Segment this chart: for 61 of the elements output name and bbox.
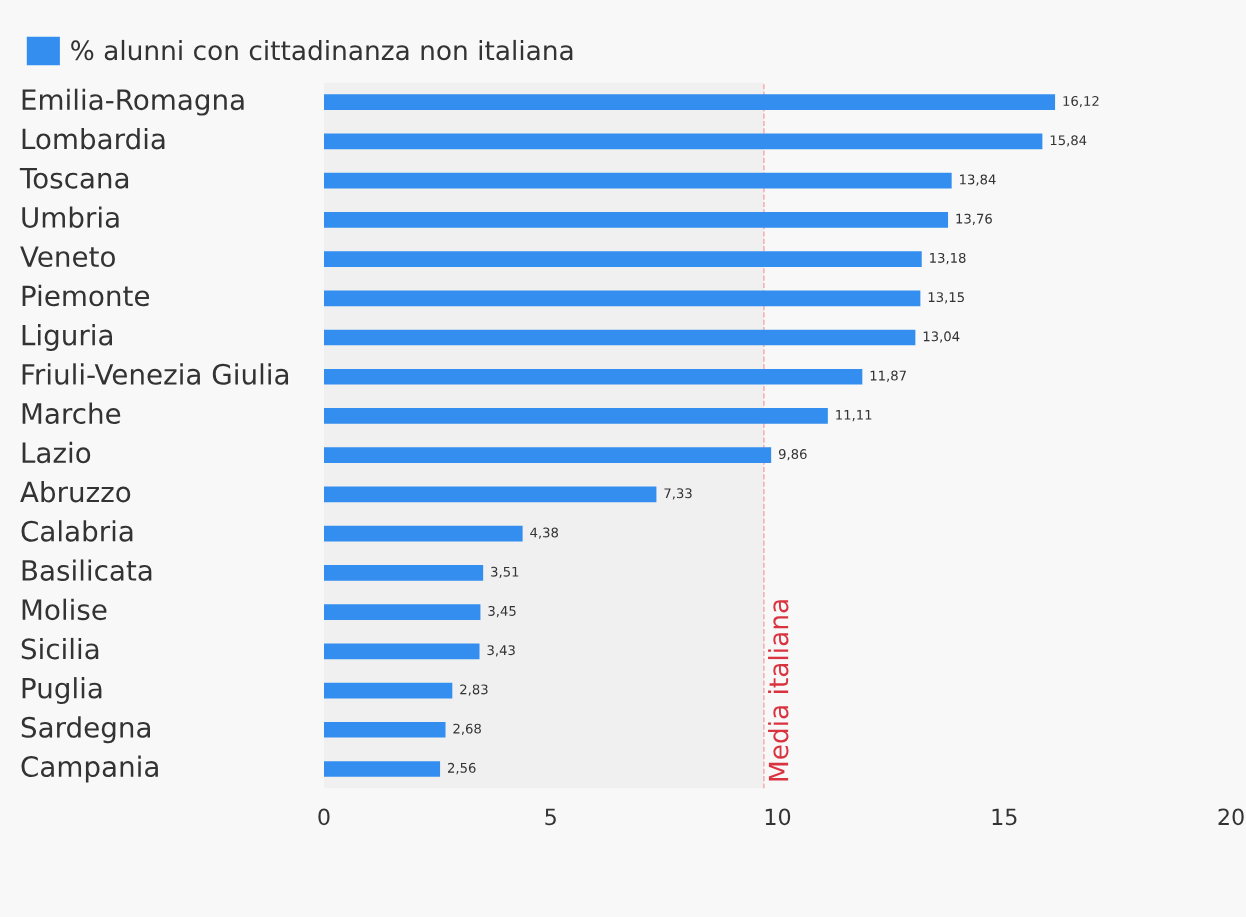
bar	[323, 721, 446, 738]
y-tick-label: Marche	[22, 402, 121, 425]
y-tick-label: Piemonte	[22, 284, 150, 307]
text: 2,68	[453, 723, 481, 735]
x-tick-label: 5	[545, 808, 556, 826]
bar	[323, 643, 480, 660]
y-tick-label: Liguria	[22, 324, 113, 351]
y-tick-label: Lazio	[22, 441, 91, 464]
text: 13,84	[960, 174, 996, 186]
bar	[323, 94, 1056, 110]
y-tick-label: Sardegna	[21, 716, 150, 744]
y-tick-label: Puglia	[22, 677, 102, 704]
bar	[323, 133, 1043, 150]
text: 11,87	[870, 370, 906, 382]
ref-line-label: Media italiana	[768, 600, 789, 781]
bar	[323, 447, 772, 464]
text: 3,43	[487, 645, 515, 657]
text: 15,84	[1050, 135, 1087, 147]
text: 13,18	[930, 252, 966, 265]
bar	[323, 682, 453, 699]
text: 16,12	[1063, 95, 1099, 108]
y-tick-label: Friuli-Venezia Giulia	[22, 363, 289, 385]
bar	[323, 565, 484, 581]
y-tick-label: Emilia-Romagna	[22, 88, 244, 116]
y-tick-label: Veneto	[20, 246, 115, 268]
text: 13,15	[928, 292, 964, 304]
bar	[323, 329, 916, 346]
text: 11,11	[836, 409, 872, 422]
bar	[323, 172, 952, 189]
text: 2,56	[447, 762, 476, 775]
y-tick-label: Lombardia	[22, 127, 165, 150]
text: 3,51	[491, 566, 519, 579]
bar	[323, 761, 441, 777]
x-tick-label: 15	[992, 808, 1017, 826]
bar	[323, 525, 523, 542]
text: 4,38	[530, 527, 559, 539]
y-tick-label: Campania	[21, 755, 158, 783]
y-tick-label: Sicilia	[21, 637, 99, 660]
y-tick-label: Basilicata	[22, 559, 152, 581]
x-tick-label: 0	[318, 808, 330, 826]
legend-label: % alunni con cittadinanza non italiana	[71, 39, 573, 61]
y-tick-label: Toscana	[19, 168, 129, 189]
y-tick-label: Calabria	[21, 520, 133, 542]
y-tick-label: Molise	[22, 598, 107, 621]
text: 13,76	[956, 213, 992, 225]
text: 2,83	[460, 684, 488, 696]
text: 3,45	[488, 605, 516, 618]
x-tick-label: 10	[765, 808, 791, 826]
text: 13,04	[923, 331, 960, 343]
y-tick-label: Abruzzo	[20, 480, 131, 503]
bar	[323, 408, 828, 424]
x-tick-label: 20	[1218, 808, 1244, 826]
bar	[323, 251, 922, 267]
bar	[323, 211, 949, 228]
bar	[323, 486, 657, 503]
bar	[323, 368, 863, 385]
bar	[323, 604, 481, 620]
text: 9,86	[778, 449, 807, 461]
y-tick-label: Umbria	[22, 206, 119, 228]
text: 7,33	[664, 488, 692, 500]
bar	[323, 290, 921, 307]
